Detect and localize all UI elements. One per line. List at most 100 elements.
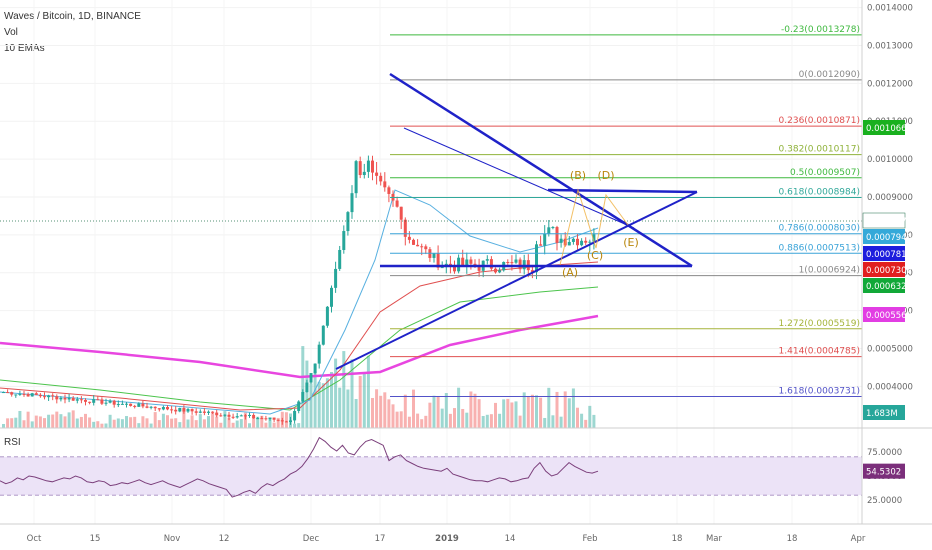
volume-bar	[276, 417, 280, 428]
volume-bar	[43, 418, 46, 428]
rsi-indicator-label[interactable]: RSI	[4, 437, 21, 448]
volume-bar	[211, 412, 215, 428]
fib-level-label: 1(0.0006924)	[799, 266, 860, 276]
rsi-line	[0, 436, 599, 498]
ema-50-line	[0, 261, 599, 411]
fibonacci-levels: -0.23(0.0013278) 0(0.0012090) 0.236(0.0010…	[0, 25, 862, 398]
rsi-tick-label: 75.0000	[867, 448, 902, 458]
wave-label: (C)	[587, 249, 603, 262]
candle-body	[522, 260, 526, 270]
volume-bar	[243, 412, 247, 428]
volume-bar	[403, 394, 407, 428]
volume-bar	[166, 415, 169, 428]
candle-body	[539, 244, 543, 246]
volume-bar	[506, 398, 510, 428]
volume-bar	[465, 412, 469, 428]
candle-body	[588, 241, 592, 243]
trendline-thin	[403, 127, 635, 229]
candle-body	[43, 396, 46, 398]
volume-bar	[120, 419, 124, 428]
time-tick-label: 17	[375, 534, 386, 544]
candle-body	[190, 409, 194, 412]
volume-bar	[235, 420, 239, 428]
volume-bar	[34, 415, 38, 428]
volume-bar	[137, 423, 141, 428]
volume-bar	[510, 402, 514, 428]
volume-bar	[338, 387, 342, 428]
candle-body	[301, 392, 305, 402]
candle-body	[166, 407, 169, 410]
volume-bar	[514, 401, 518, 428]
candle-body	[334, 268, 338, 288]
candle-body	[59, 397, 63, 400]
volume-bar	[588, 405, 592, 428]
volume-bar	[440, 408, 444, 428]
volume-bar	[248, 423, 251, 428]
volume-bar	[96, 421, 100, 428]
volume-bar	[194, 420, 198, 428]
candle-body	[268, 417, 272, 419]
price-tick-label: 0.0005000	[867, 344, 913, 354]
candle-body	[174, 409, 178, 412]
wave-label: (B)	[570, 169, 586, 182]
volume-bar	[432, 395, 436, 428]
price-tag-label: 0.0005560	[866, 311, 912, 321]
volume-bar	[375, 389, 379, 428]
volume-bar	[498, 413, 502, 428]
time-tick-label: Nov	[164, 534, 181, 544]
candle-body	[92, 399, 96, 403]
candle-body	[79, 399, 83, 401]
volume-bar	[18, 410, 22, 428]
price-tag-box	[863, 307, 905, 322]
volume-bar	[313, 371, 317, 428]
candle-body	[567, 241, 571, 246]
triangle-upper-line	[389, 72, 693, 268]
volume-bar	[186, 419, 190, 428]
volume-bar	[272, 422, 276, 428]
volume-bar	[38, 416, 42, 428]
candle-body	[432, 253, 436, 258]
volume-bar	[391, 404, 395, 428]
volume-bar	[305, 360, 309, 428]
candle-body	[354, 161, 358, 194]
volume-bar	[325, 378, 329, 428]
ema-indicator-label[interactable]: 10 EMAs	[4, 43, 45, 54]
fib-level-label: 0.786(0.0008030)	[779, 224, 860, 234]
candle-body	[358, 161, 362, 176]
candle-body	[305, 382, 309, 393]
price-tag-box	[863, 246, 905, 261]
candle-body	[145, 406, 149, 408]
triangle-top-line	[547, 188, 698, 194]
price-axis: 0.00140000.00130000.00120000.00110000.00…	[0, 0, 932, 525]
candle-body	[309, 373, 313, 383]
volume-bar	[88, 417, 92, 428]
volume-bar	[350, 359, 354, 428]
volume-bar	[321, 383, 325, 428]
triangle-pattern: (A) (B) (C) (D) (E)	[335, 72, 698, 370]
time-tick-label: 18	[787, 534, 798, 544]
fib-level-label: 0(0.0012090)	[799, 70, 860, 80]
candle-body	[498, 270, 502, 273]
volume-bar	[481, 415, 485, 428]
volume-bar	[215, 416, 219, 428]
volume-bar	[407, 416, 411, 428]
volume-bar	[116, 418, 120, 428]
volume-bar	[354, 398, 358, 428]
candle-body	[420, 246, 424, 248]
volume-bar	[133, 416, 137, 428]
volume-bar	[79, 416, 83, 428]
candle-body	[350, 193, 354, 213]
candle-body	[75, 399, 79, 401]
candle-body	[129, 403, 133, 406]
volume-bar	[571, 388, 575, 428]
candle-body	[580, 240, 584, 246]
candle-body	[293, 410, 297, 421]
volume-bar	[444, 393, 448, 428]
volume-bar	[502, 399, 506, 428]
volume-indicator-label[interactable]: Vol	[4, 27, 18, 38]
volume-bar	[518, 415, 522, 428]
candle-body	[207, 411, 210, 413]
rsi-band	[0, 456, 862, 496]
volume-bar	[567, 398, 571, 428]
